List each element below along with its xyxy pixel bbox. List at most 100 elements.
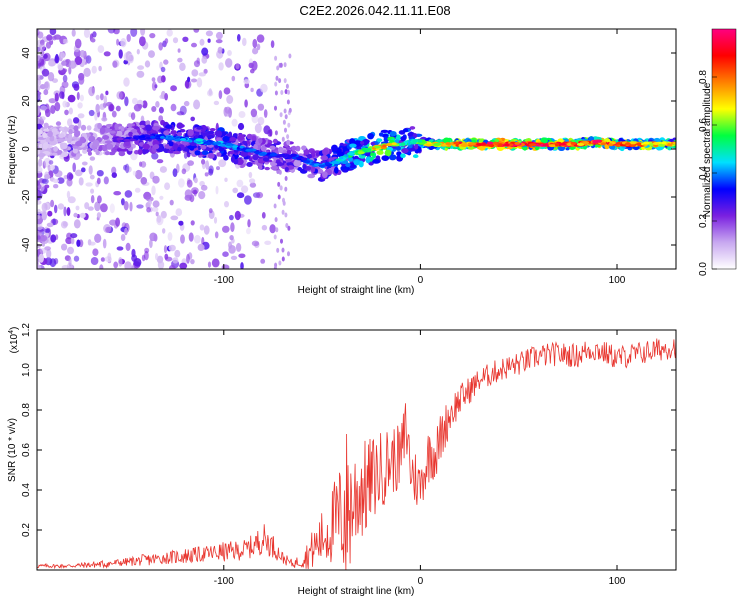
spectrogram-noise-cell xyxy=(240,262,244,269)
spectrogram-ridge-core-cell xyxy=(286,155,293,159)
spectrogram-noise-cell xyxy=(279,62,283,68)
spectrogram-noise-cell xyxy=(37,214,41,220)
spectrogram-noise-cell xyxy=(46,222,54,228)
spectrogram-noise-cell xyxy=(124,227,128,236)
spectrogram-noise-cell xyxy=(140,29,146,36)
snr-x-ticks: -100 0 100 xyxy=(214,330,626,587)
spectrogram-ridge-cell xyxy=(99,127,106,135)
snr-x-label: Height of straight line (km) xyxy=(298,586,415,597)
spectrogram-ridge-core-cell xyxy=(417,139,423,143)
spectrogram-noise-cell xyxy=(229,214,234,221)
spectrogram-noise-cell xyxy=(168,244,176,252)
spectrogram-noise-cell xyxy=(156,255,164,264)
spectrogram-noise-cell xyxy=(43,122,49,129)
spectrogram-noise-cell xyxy=(37,55,42,64)
spectrogram-noise-cell xyxy=(79,50,86,58)
spectrogram-noise-cell xyxy=(237,34,241,42)
spectrogram-noise-cell xyxy=(94,201,101,212)
spectrogram-noise-cell xyxy=(188,232,194,242)
spectrogram-y-ticks: -40 -20 0 20 40 xyxy=(21,47,676,252)
spectrogram-noise-cell xyxy=(73,83,80,91)
spectrogram-noise-cell xyxy=(214,231,219,239)
spectrogram-ridge-cell xyxy=(246,162,253,167)
spectrogram-noise-cell xyxy=(87,206,94,211)
spectrogram-noise-cell xyxy=(37,31,44,39)
spectrogram-noise-cell xyxy=(103,51,111,57)
spectrogram-ridge-core-cell xyxy=(391,142,397,146)
spectrogram-noise-cell xyxy=(152,200,160,208)
spectrogram-noise-cell xyxy=(177,48,181,53)
spectrogram-noise-cell xyxy=(96,177,101,185)
spectrogram-noise-cell xyxy=(118,49,123,59)
spectrogram-ridge-core-cell xyxy=(570,142,577,145)
spectrogram-ridge-cell xyxy=(216,137,222,142)
spectrogram-ridge-cell xyxy=(173,143,179,151)
spectrogram-noise-cell xyxy=(39,248,47,254)
spectrogram-noise-cell xyxy=(282,200,286,206)
spectrogram-ridge-cell xyxy=(86,125,92,131)
spectrogram-noise-cell xyxy=(286,99,290,105)
spectrogram-ridge-cell xyxy=(414,144,419,150)
spectrogram-noise-cell xyxy=(47,210,53,217)
spectrogram-noise-cell xyxy=(284,176,288,181)
spectrogram-noise-cell xyxy=(47,72,55,82)
spectrogram-noise-cell xyxy=(236,179,244,188)
spectrogram-noise-cell xyxy=(279,185,283,191)
spectrogram-noise-cell xyxy=(149,239,153,249)
spectrogram-noise-cell xyxy=(116,91,123,100)
spectrogram-noise-cell xyxy=(232,187,238,194)
spectrogram-noise-cell xyxy=(163,245,168,254)
spectrogram-noise-cell xyxy=(59,91,65,99)
spectrogram-noise-cell xyxy=(201,159,206,165)
spectrogram-ridge-cell xyxy=(75,153,83,157)
spectrogram-noise-cell xyxy=(120,38,127,48)
spectrogram-noise-cell xyxy=(254,123,262,134)
spectrogram-noise-cell xyxy=(105,90,109,96)
colorbar-tick-label: 0.2 xyxy=(698,214,709,228)
spectrogram-noise-cell xyxy=(92,31,97,38)
spectrogram-noise-cell xyxy=(99,103,106,110)
spectrogram-noise-cell xyxy=(68,173,74,180)
spectrogram-noise-cell xyxy=(152,175,160,184)
spectrogram-noise-cell xyxy=(37,85,41,91)
spectrogram-noise-cell xyxy=(50,234,57,243)
spectrogram-ridge-cell xyxy=(200,124,207,132)
spectrogram-noise-cell xyxy=(159,195,164,200)
spectrogram-ridge-cell xyxy=(153,144,160,150)
spectrogram-noise-cell xyxy=(81,161,88,166)
spectrogram-ridge-cell xyxy=(230,155,235,163)
spectrogram-ridge-core-cell xyxy=(629,141,637,145)
spectrogram-noise-cell xyxy=(95,94,100,100)
snr-x-tick-label: 0 xyxy=(418,576,424,587)
spectrogram-noise-cell xyxy=(61,60,67,66)
spectrogram-noise-cell xyxy=(107,29,116,34)
spectrogram-noise-cell xyxy=(109,219,117,226)
spectrogram-noise-cell xyxy=(88,109,95,117)
spectrogram-ridge-cell xyxy=(358,160,364,168)
spectrogram-noise-cell xyxy=(249,182,257,188)
spectrogram-ridge-cell xyxy=(179,128,186,133)
spectrogram-ridge-cell xyxy=(270,165,279,170)
spectrogram-noise-cell xyxy=(133,258,142,267)
spectrogram-noise-cell xyxy=(179,62,186,71)
spectrogram-ridge-core-cell xyxy=(305,160,311,164)
spectrogram-noise-cell xyxy=(230,255,238,260)
spectrogram-noise-cell xyxy=(118,257,123,267)
spectrogram-ridge-cell xyxy=(232,133,238,138)
spectrogram-ridge-cell xyxy=(118,151,126,157)
spectrogram-noise-cell xyxy=(91,65,97,74)
spectrogram-ridge-core-cell xyxy=(401,142,406,146)
spectrogram-ridge-cell xyxy=(264,166,270,171)
spectrogram-ridge-cell xyxy=(270,162,278,166)
spectrogram-noise-cell xyxy=(62,74,68,83)
spectrogram-noise-cell xyxy=(53,34,62,40)
spectrogram-noise-cell xyxy=(190,220,195,226)
spectrogram-ridge-cell xyxy=(47,130,53,138)
spectrogram-noise-cell xyxy=(90,188,95,194)
spectrogram-noise-cell xyxy=(274,90,278,96)
spectrogram-ridge-cell xyxy=(226,133,233,137)
spectrogram-noise-cell xyxy=(186,179,193,188)
spectrogram-ridge-core-cell xyxy=(625,142,631,146)
spectrogram-noise-cell xyxy=(162,228,166,234)
spectrogram-ridge-cell xyxy=(223,154,229,161)
